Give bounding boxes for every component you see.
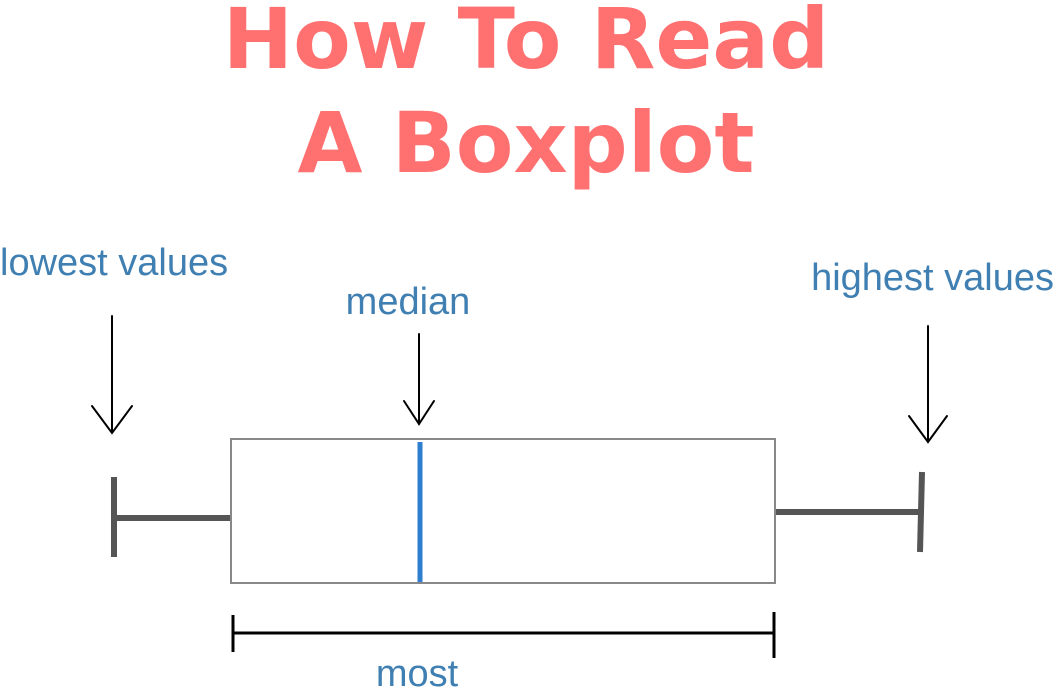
most-range-bracket — [231, 612, 776, 658]
label-most: most — [376, 653, 459, 691]
label-median: median — [346, 281, 471, 323]
title-line-1: How To Read — [223, 0, 829, 88]
label-lowest-values: lowest values — [0, 242, 228, 284]
title-line-2: A Boxplot — [298, 94, 755, 192]
interquartile-box — [230, 438, 776, 584]
whisker-right — [776, 471, 925, 553]
arrow-median-icon — [403, 333, 435, 426]
whisker-left — [111, 477, 231, 557]
arrow-lowest-icon — [91, 315, 133, 435]
label-highest-values: highest values — [811, 257, 1054, 299]
arrow-highest-icon — [908, 325, 948, 444]
